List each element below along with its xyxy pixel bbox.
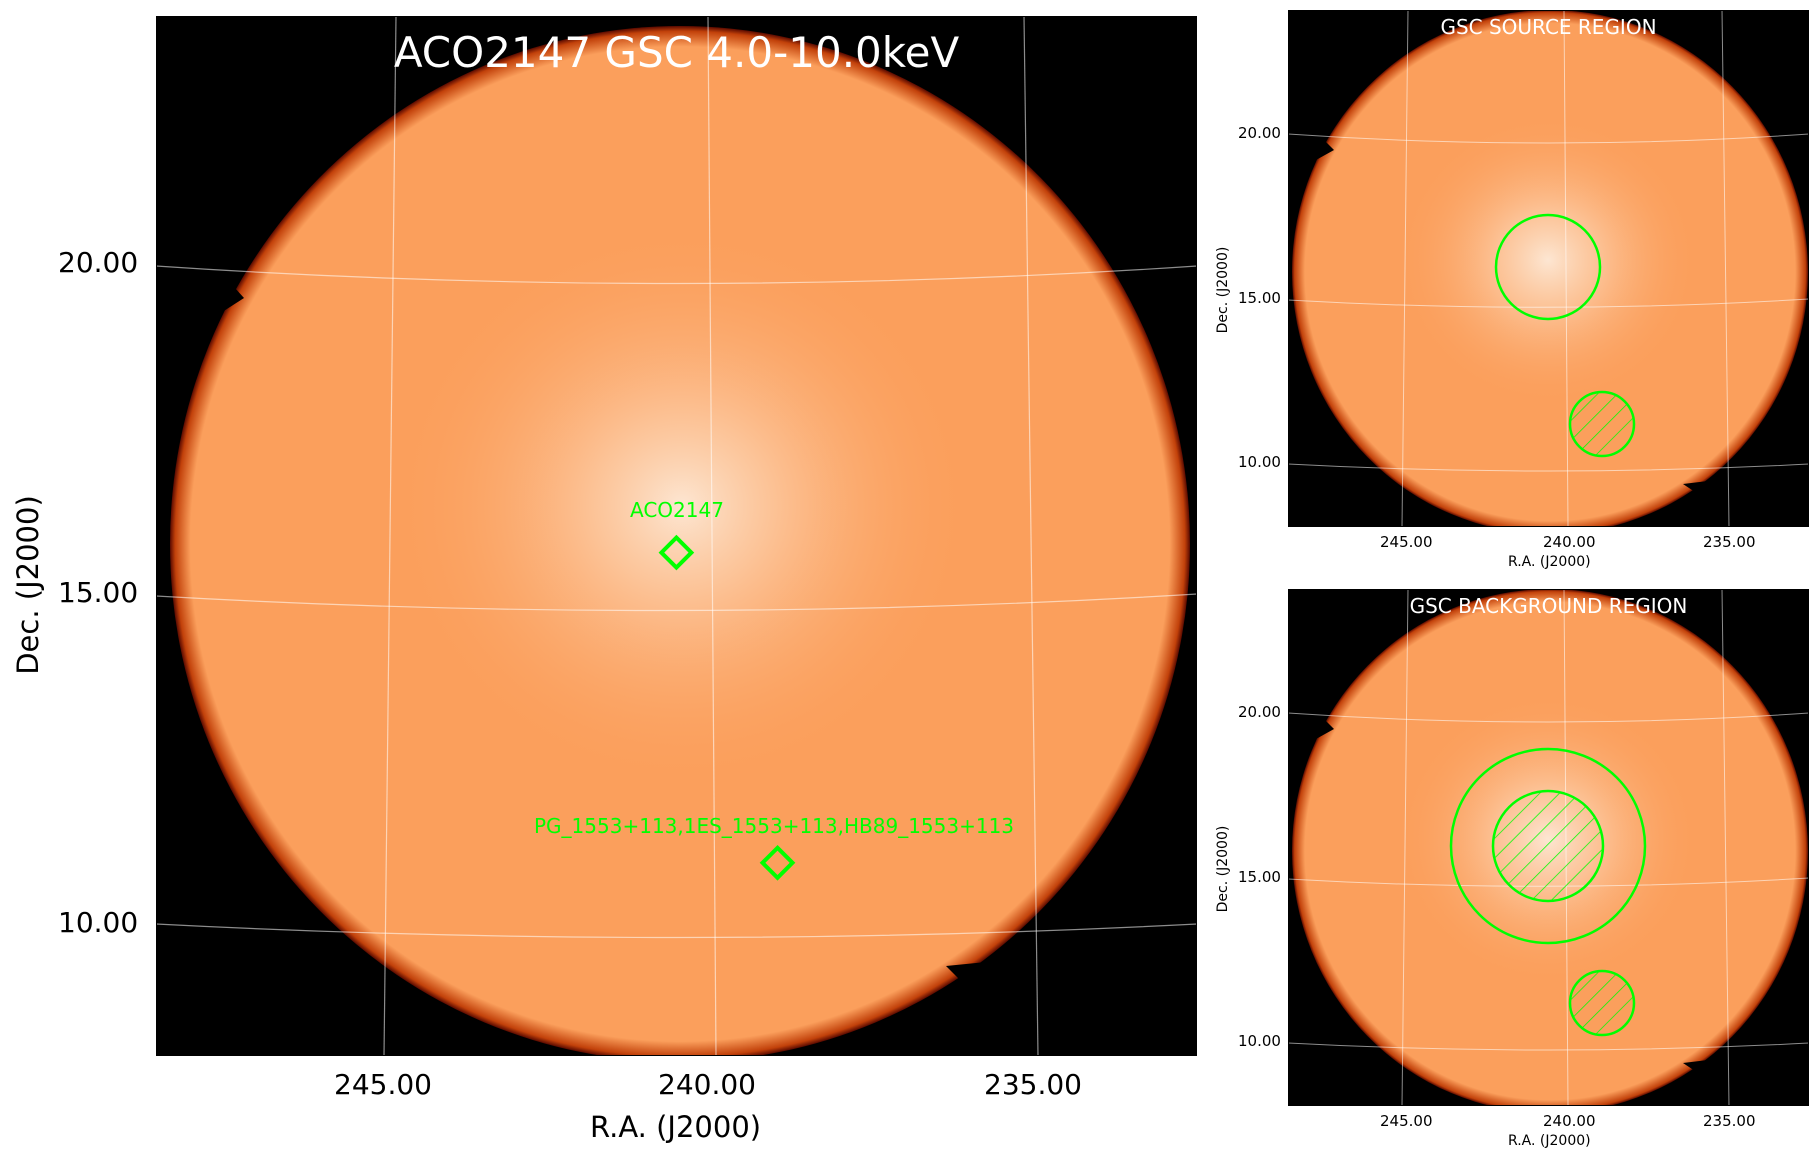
bkg-xtick-240: 240.00 xyxy=(1543,1112,1596,1130)
bkg-xlabel: R.A. (J2000) xyxy=(1508,1133,1591,1149)
bkg-ytick-10: 10.00 xyxy=(1238,1032,1281,1050)
source-marker-0 xyxy=(658,534,695,571)
src-ytick-20: 20.00 xyxy=(1238,124,1281,142)
main-xtick-245: 245.00 xyxy=(334,1068,432,1101)
src-xlabel: R.A. (J2000) xyxy=(1508,554,1591,570)
source-panel-title: GSC SOURCE REGION xyxy=(1440,15,1657,39)
main-ytick-20: 20.00 xyxy=(58,246,139,279)
src-xtick-240: 240.00 xyxy=(1543,533,1596,551)
src-ytick-15: 15.00 xyxy=(1238,289,1281,307)
source-label-aco2147: ACO2147 xyxy=(630,498,724,522)
main-xtick-240: 240.00 xyxy=(658,1068,756,1101)
src-ytick-10: 10.00 xyxy=(1238,453,1281,471)
source-label-pg1553: PG_1553+113,1ES_1553+113,HB89_1553+113 xyxy=(534,814,1015,838)
source-marker-1 xyxy=(759,844,796,881)
src-xtick-235: 235.00 xyxy=(1703,533,1756,551)
background-panel-title: GSC BACKGROUND REGION xyxy=(1409,594,1688,618)
coordinate-grid xyxy=(156,16,1197,1056)
bkg-ytick-20: 20.00 xyxy=(1238,703,1281,721)
bkg-ytick-15: 15.00 xyxy=(1238,868,1281,886)
main-xlabel: R.A. (J2000) xyxy=(590,1110,762,1144)
main-title: ACO2147 GSC 4.0-10.0keV xyxy=(393,28,960,77)
main-ylabel: Dec. (J2000) xyxy=(11,495,45,675)
src-xtick-245: 245.00 xyxy=(1380,533,1433,551)
main-sky-image: ACO2147 GSC 4.0-10.0keV ACO2147 PG_1553+… xyxy=(156,16,1197,1056)
source-region-image: GSC SOURCE REGION xyxy=(1288,10,1809,527)
bkg-xtick-245: 245.00 xyxy=(1380,1112,1433,1130)
main-xtick-235: 235.00 xyxy=(984,1068,1082,1101)
main-ytick-10: 10.00 xyxy=(58,906,139,939)
bkg-ylabel: Dec. (J2000) xyxy=(1215,825,1231,913)
main-ytick-15: 15.00 xyxy=(58,576,139,609)
src-ylabel: Dec. (J2000) xyxy=(1215,246,1231,334)
bkg-xtick-235: 235.00 xyxy=(1703,1112,1756,1130)
background-region-image: GSC BACKGROUND REGION xyxy=(1288,589,1809,1106)
cluster-glow xyxy=(392,226,972,786)
